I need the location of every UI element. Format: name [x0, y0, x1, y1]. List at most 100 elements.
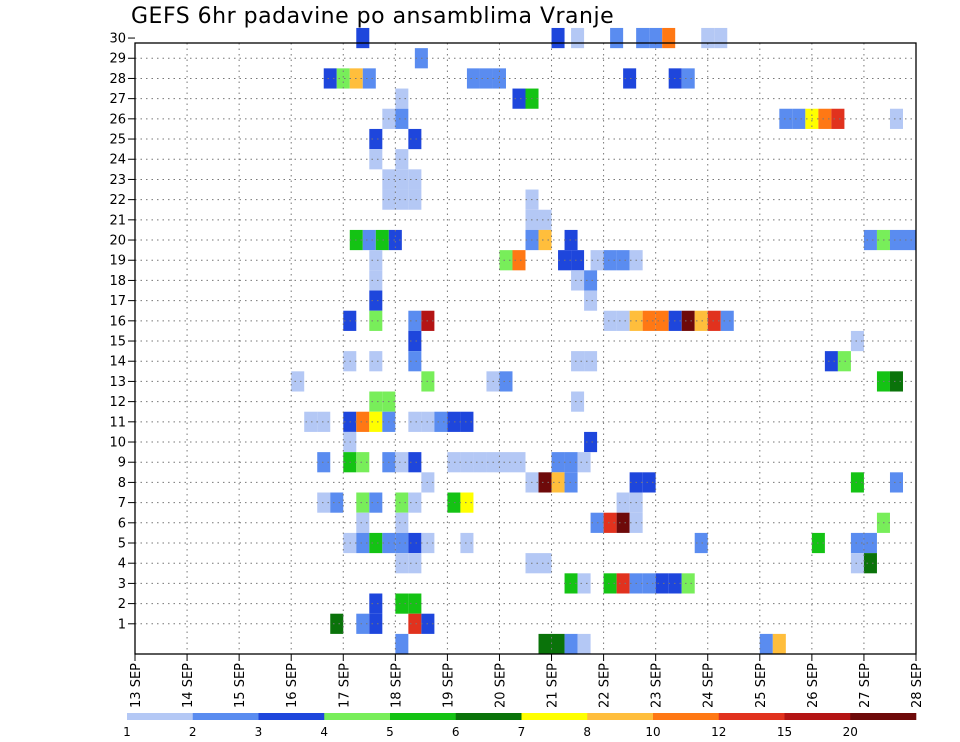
heatmap-cell	[636, 27, 650, 49]
heatmap-cell	[408, 492, 422, 513]
y-tick-label: 3	[118, 577, 126, 592]
heatmap-cell	[571, 391, 585, 412]
heatmap-cell	[616, 492, 630, 513]
colorbar-label: 20	[843, 725, 858, 739]
y-tick-label: 23	[109, 173, 126, 188]
y-tick-label: 21	[109, 213, 126, 228]
colorbar-label: 15	[777, 725, 792, 739]
y-tick-label: 27	[109, 92, 126, 107]
x-tick-label: 27 SEP	[858, 663, 873, 708]
y-axis: 1234567891011121314151617181920212223242…	[109, 32, 135, 632]
heatmap-cell	[772, 633, 786, 655]
heatmap-cell	[551, 472, 565, 493]
colorbar-label: 3	[255, 725, 263, 739]
colorbar-swatch	[455, 713, 522, 720]
y-tick-label: 5	[118, 537, 126, 552]
y-tick-label: 13	[109, 375, 126, 390]
heatmap-cell	[460, 452, 474, 473]
colorbar-swatch	[718, 713, 785, 720]
heatmap-cell	[616, 573, 630, 594]
heatmap-cell	[395, 169, 409, 190]
colorbar-swatch	[784, 713, 851, 720]
x-tick-label: 19 SEP	[441, 663, 456, 708]
heatmap-cell	[369, 613, 383, 634]
heatmap-cell	[460, 532, 474, 554]
colorbar-legend: 1 2 3 4 5 6 7 8 10 12 15 20	[123, 713, 917, 739]
heatmap-cell	[317, 492, 331, 513]
heatmap-cell	[681, 573, 695, 594]
y-tick-label: 24	[109, 153, 126, 168]
heatmap-cell	[356, 411, 370, 432]
y-tick-label: 20	[109, 234, 126, 249]
heatmap-cell	[694, 532, 708, 554]
heatmap-cell	[356, 27, 370, 49]
heatmap-cell	[551, 452, 565, 473]
heatmap-cell	[850, 330, 864, 352]
heatmap-cell	[512, 250, 526, 271]
x-tick-label: 22 SEP	[598, 663, 613, 708]
colorbar-swatch	[258, 713, 325, 720]
heatmap-cell	[395, 492, 409, 513]
y-tick-label: 16	[109, 314, 126, 329]
heatmap-cell	[571, 27, 585, 49]
x-tick-label: 28 SEP	[910, 663, 925, 708]
heatmap-cell	[538, 472, 552, 493]
heatmap-cell	[408, 553, 422, 574]
heatmap-cell	[408, 593, 422, 614]
heatmap-cell	[551, 27, 565, 49]
heatmap-cell	[388, 229, 402, 251]
y-tick-label: 29	[109, 52, 126, 67]
heatmap-cell	[369, 290, 383, 311]
heatmap-cell	[655, 573, 669, 594]
heatmap-cell	[369, 593, 383, 614]
heatmap-cell	[779, 108, 793, 129]
colorbar-swatch	[390, 713, 457, 720]
heatmap-cell	[460, 492, 474, 513]
heatmap-cell	[720, 310, 734, 331]
heatmap-cell	[818, 108, 832, 129]
heatmap-cell	[395, 149, 409, 170]
heatmap-cell	[889, 472, 903, 493]
heatmap-cell	[356, 452, 370, 473]
heatmap-cell	[603, 512, 617, 533]
y-tick-label: 14	[109, 355, 126, 370]
heatmap-cell	[616, 310, 630, 331]
colorbar-swatch	[192, 713, 259, 720]
x-tick-label: 18 SEP	[389, 663, 404, 708]
heatmap-cell	[584, 431, 598, 453]
y-tick-label: 25	[109, 133, 126, 148]
heatmap-cell	[408, 310, 422, 331]
colorbar-label: 4	[320, 725, 328, 739]
y-tick-label: 22	[109, 193, 126, 208]
heatmap-cell	[616, 512, 630, 533]
grid-layer	[135, 43, 916, 654]
heatmap-cell	[369, 351, 383, 372]
heatmap-cell	[356, 613, 370, 634]
heatmap-cell	[408, 189, 422, 210]
heatmap-cell	[323, 68, 337, 89]
heatmap-cell	[889, 371, 903, 392]
heatmap-cell	[395, 108, 409, 129]
heatmap-cell	[850, 472, 864, 493]
heatmap-cell	[356, 492, 370, 513]
heatmap-cell	[564, 633, 578, 655]
heatmap-cell	[571, 270, 585, 291]
heatmap-cell	[317, 411, 331, 432]
heatmap-cell	[375, 229, 389, 251]
colorbar-swatch	[653, 713, 720, 720]
y-tick-label: 2	[118, 597, 126, 612]
heatmap-cell	[408, 128, 422, 150]
heatmap-cell	[466, 68, 480, 89]
x-axis: 13 SEP 14 SEP 15 SEP 16 SEP 17 SEP 18 SEP 19 S…	[129, 654, 925, 708]
heatmap-cell	[642, 472, 656, 493]
x-tick-label: 24 SEP	[702, 663, 717, 708]
heatmap-cell	[369, 532, 383, 554]
heatmap-cell	[538, 229, 552, 251]
heatmap-cell	[707, 310, 721, 331]
heatmap-cell	[564, 229, 578, 251]
heatmap-cell	[395, 532, 409, 554]
heatmap-cell	[564, 472, 578, 493]
heatmap-cell	[538, 553, 552, 574]
heatmap-cell	[610, 27, 624, 49]
heatmap-cell	[850, 532, 864, 554]
